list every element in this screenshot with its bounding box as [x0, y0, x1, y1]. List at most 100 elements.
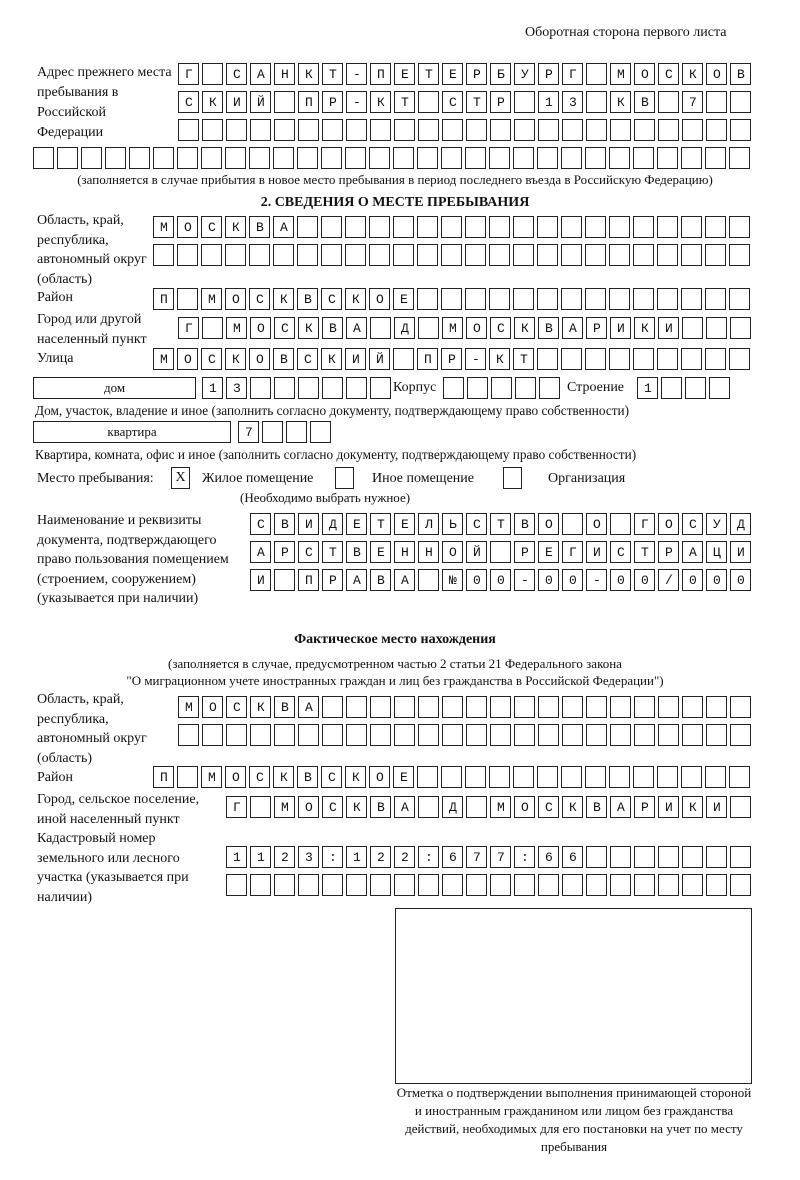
char-cell[interactable]: [442, 119, 463, 141]
char-cell[interactable]: [658, 796, 679, 818]
char-cell[interactable]: [490, 796, 511, 818]
char-cell[interactable]: [538, 696, 559, 718]
char-cell[interactable]: [729, 216, 750, 238]
char-cell[interactable]: [586, 846, 607, 868]
char-cell[interactable]: [369, 147, 390, 169]
char-cell[interactable]: [250, 377, 271, 399]
char-cell[interactable]: [394, 724, 415, 746]
option-residential-checkbox[interactable]: X: [171, 467, 190, 489]
char-cell[interactable]: [274, 541, 295, 563]
char-cell[interactable]: [298, 874, 319, 896]
char-cell[interactable]: [310, 421, 331, 443]
char-cell[interactable]: [418, 119, 439, 141]
char-cell[interactable]: [610, 724, 631, 746]
char-cell[interactable]: [658, 541, 679, 563]
char-cell[interactable]: [490, 91, 511, 113]
char-cell[interactable]: [443, 377, 464, 399]
char-cell[interactable]: [705, 244, 726, 266]
char-cell[interactable]: [490, 569, 511, 591]
char-cell[interactable]: [250, 569, 271, 591]
char-cell[interactable]: [298, 119, 319, 141]
char-cell[interactable]: [57, 147, 78, 169]
char-cell[interactable]: [730, 91, 751, 113]
char-cell[interactable]: [322, 119, 343, 141]
char-cell[interactable]: [418, 874, 439, 896]
char-cell[interactable]: [634, 846, 655, 868]
char-cell[interactable]: [465, 244, 486, 266]
char-cell[interactable]: [346, 541, 367, 563]
char-cell[interactable]: [250, 541, 271, 563]
char-cell[interactable]: [585, 766, 606, 788]
char-cell[interactable]: [633, 147, 654, 169]
char-cell[interactable]: [250, 63, 271, 85]
char-cell[interactable]: [681, 348, 702, 370]
char-cell[interactable]: [538, 63, 559, 85]
char-cell[interactable]: [491, 377, 512, 399]
char-cell[interactable]: [586, 513, 607, 535]
char-cell[interactable]: [273, 766, 294, 788]
char-cell[interactable]: [657, 216, 678, 238]
char-cell[interactable]: [177, 244, 198, 266]
char-cell[interactable]: [681, 288, 702, 310]
char-cell[interactable]: [226, 119, 247, 141]
char-cell[interactable]: [585, 288, 606, 310]
char-cell[interactable]: [609, 348, 630, 370]
char-cell[interactable]: [729, 288, 750, 310]
char-cell[interactable]: [202, 91, 223, 113]
char-cell[interactable]: [682, 317, 703, 339]
char-cell[interactable]: [637, 377, 658, 399]
char-cell[interactable]: [274, 874, 295, 896]
char-cell[interactable]: [513, 766, 534, 788]
char-cell[interactable]: [298, 696, 319, 718]
char-cell[interactable]: [489, 216, 510, 238]
char-cell[interactable]: [561, 348, 582, 370]
char-cell[interactable]: [633, 216, 654, 238]
char-cell[interactable]: [537, 216, 558, 238]
char-cell[interactable]: [177, 288, 198, 310]
char-cell[interactable]: [466, 91, 487, 113]
char-cell[interactable]: [706, 874, 727, 896]
char-cell[interactable]: [394, 541, 415, 563]
char-cell[interactable]: [249, 288, 270, 310]
char-cell[interactable]: [658, 91, 679, 113]
char-cell[interactable]: [345, 244, 366, 266]
char-cell[interactable]: [585, 216, 606, 238]
char-cell[interactable]: [393, 766, 414, 788]
row-text[interactable]: И ПРАВА №00-00-00/000: [257, 573, 762, 588]
char-cell[interactable]: [298, 796, 319, 818]
char-cell[interactable]: [586, 317, 607, 339]
char-cell[interactable]: [321, 288, 342, 310]
char-cell[interactable]: [634, 874, 655, 896]
char-cell[interactable]: [709, 377, 730, 399]
char-cell[interactable]: [538, 513, 559, 535]
char-cell[interactable]: [418, 63, 439, 85]
char-cell[interactable]: [393, 348, 414, 370]
char-cell[interactable]: [394, 63, 415, 85]
char-cell[interactable]: [370, 541, 391, 563]
char-cell[interactable]: [561, 766, 582, 788]
char-cell[interactable]: [418, 569, 439, 591]
char-cell[interactable]: [153, 244, 174, 266]
char-cell[interactable]: [562, 513, 583, 535]
char-cell[interactable]: [634, 63, 655, 85]
char-cell[interactable]: [346, 569, 367, 591]
char-cell[interactable]: [633, 348, 654, 370]
char-cell[interactable]: [225, 216, 246, 238]
char-cell[interactable]: [514, 874, 535, 896]
row-text[interactable]: Г САНКТ-ПЕТЕРБУРГ МОСКОВ: [185, 67, 762, 82]
char-cell[interactable]: [273, 288, 294, 310]
char-cell[interactable]: [634, 724, 655, 746]
char-cell[interactable]: [394, 569, 415, 591]
char-cell[interactable]: [393, 216, 414, 238]
char-cell[interactable]: [633, 288, 654, 310]
char-cell[interactable]: [658, 696, 679, 718]
char-cell[interactable]: [682, 63, 703, 85]
char-cell[interactable]: [730, 696, 751, 718]
char-cell[interactable]: [610, 541, 631, 563]
char-cell[interactable]: [515, 377, 536, 399]
char-cell[interactable]: [514, 569, 535, 591]
char-cell[interactable]: [489, 147, 510, 169]
char-cell[interactable]: [490, 846, 511, 868]
char-cell[interactable]: [346, 119, 367, 141]
char-cell[interactable]: [490, 874, 511, 896]
